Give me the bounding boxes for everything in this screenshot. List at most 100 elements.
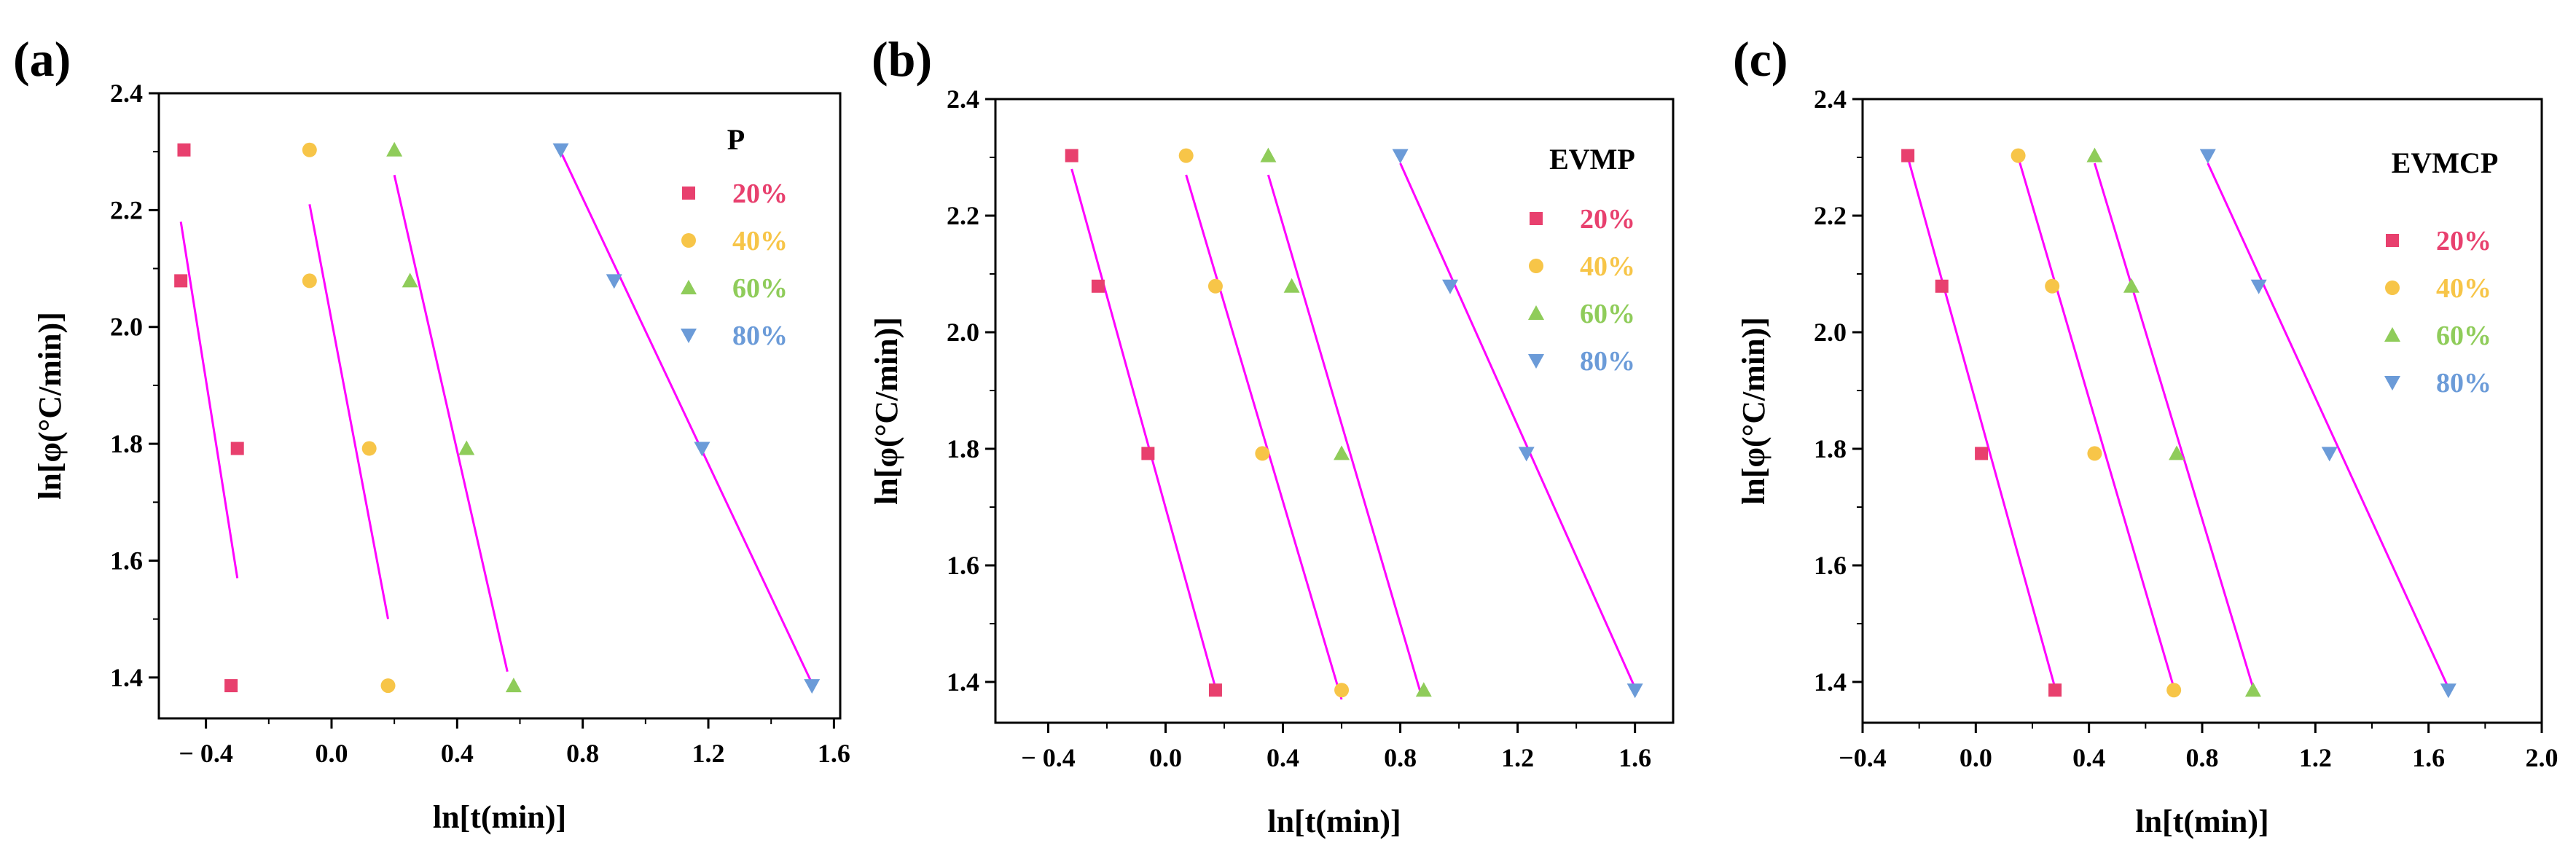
- x-axis-label-c: ln[t(min)]: [2135, 804, 2268, 839]
- y-tick-label-b-1: 1.6: [947, 551, 979, 580]
- data-point-b-3-3: [1626, 683, 1643, 699]
- data-point-b-0-2: [1141, 447, 1155, 460]
- y-tick-label-b-2: 1.8: [947, 434, 979, 463]
- x-tick-label-b-4: 1.2: [1501, 743, 1534, 772]
- x-tick-label-c-0: −0.4: [1839, 743, 1887, 772]
- y-tick-label-c-4: 2.2: [1814, 201, 1847, 230]
- data-point-c-2-1: [2123, 278, 2140, 293]
- x-tick-label-c-4: 1.2: [2299, 743, 2332, 772]
- data-point-a-3-0: [552, 143, 569, 158]
- plot-frame-a: [157, 92, 842, 720]
- data-point-a-3-3: [804, 679, 821, 694]
- legend-marker-c-3: [2384, 376, 2400, 391]
- data-point-a-0-1: [174, 274, 188, 288]
- fit-line-b-1: [1185, 174, 1343, 700]
- x-tick-label-c-2: 0.4: [2072, 743, 2105, 772]
- x-tick-label-c-6: 2.0: [2526, 743, 2559, 772]
- x-axis-label-b: ln[t(min)]: [1267, 804, 1401, 839]
- fit-line-a-0: [179, 221, 239, 578]
- data-point-c-0-1: [1935, 279, 1949, 293]
- panel-label-a: (a): [13, 31, 71, 87]
- panel-label-b: (b): [872, 31, 933, 87]
- plot-frame-b: [994, 98, 1675, 724]
- y-tick-label-c-1: 1.6: [1814, 551, 1847, 580]
- legend-marker-b-0: [1530, 212, 1543, 225]
- fit-line-b-2: [1267, 174, 1422, 694]
- y-axis-label-b: ln[φ(°C/min)]: [869, 317, 904, 505]
- legend-label-b-3: 80%: [1580, 346, 1635, 377]
- legend-label-c-1: 40%: [2436, 273, 2491, 304]
- y-tick-label-a-4: 2.2: [110, 195, 143, 224]
- fit-line-a-3: [560, 151, 813, 684]
- legend-marker-c-0: [2386, 234, 2399, 247]
- data-point-b-3-1: [1442, 279, 1459, 294]
- legend-label-c-2: 60%: [2436, 321, 2491, 351]
- data-point-b-2-3: [1415, 682, 1432, 697]
- legend-label-a-1: 40%: [732, 226, 788, 256]
- x-tick-label-c-3: 0.8: [2186, 743, 2219, 772]
- data-point-c-2-0: [2086, 147, 2103, 162]
- legend-label-b-1: 40%: [1580, 251, 1635, 282]
- data-point-c-3-1: [2250, 279, 2267, 294]
- y-tick-label-b-5: 2.4: [947, 85, 979, 114]
- legend-title-a: P: [727, 123, 745, 156]
- legend-label-c-3: 80%: [2436, 368, 2491, 399]
- y-tick-label-b-4: 2.2: [947, 201, 979, 230]
- data-point-c-1-1: [2045, 278, 2060, 294]
- x-tick-label-c-5: 1.6: [2412, 743, 2445, 772]
- legend-label-b-0: 20%: [1580, 204, 1635, 235]
- fit-line-b-0: [1070, 168, 1217, 688]
- data-point-a-3-1: [606, 274, 622, 289]
- fit-line-b-3: [1399, 162, 1637, 688]
- y-tick-label-c-2: 1.8: [1814, 434, 1847, 463]
- x-tick-label-b-5: 1.6: [1618, 743, 1651, 772]
- legend-title-b: EVMP: [1549, 143, 1635, 176]
- data-point-a-0-2: [230, 442, 244, 455]
- x-tick-label-b-1: 0.0: [1149, 743, 1182, 772]
- legend-label-a-0: 20%: [732, 178, 788, 209]
- data-point-a-2-2: [458, 440, 475, 455]
- legend-marker-b-1: [1529, 259, 1543, 273]
- data-point-b-2-0: [1260, 147, 1277, 162]
- y-tick-label-a-5: 2.4: [110, 79, 143, 108]
- legend-marker-a-3: [681, 329, 697, 343]
- data-point-c-0-3: [2048, 683, 2062, 697]
- y-tick-label-b-3: 2.0: [947, 318, 979, 347]
- legend-marker-b-2: [1528, 305, 1544, 320]
- y-axis-label-a: ln[φ(°C/min)]: [32, 312, 68, 500]
- data-point-c-2-2: [2169, 445, 2185, 460]
- x-tick-label-b-3: 0.8: [1384, 743, 1417, 772]
- y-tick-label-c-0: 1.4: [1814, 667, 1847, 697]
- x-tick-label-a-2: 0.4: [441, 739, 474, 768]
- x-tick-label-b-0: − 0.4: [1021, 743, 1076, 772]
- data-point-a-1-1: [302, 273, 317, 289]
- legend-label-a-3: 80%: [732, 321, 788, 351]
- legend-marker-c-1: [2385, 280, 2400, 295]
- panel-b: − 0.4 0.0 0.4 0.8 1.2 1.6 1.4 1.6 1.8 2.0 2.2 2.4 ln…: [869, 85, 1675, 839]
- fit-line-c-1: [2017, 157, 2175, 688]
- data-point-c-2-3: [2244, 682, 2261, 697]
- data-point-b-0-1: [1091, 279, 1105, 293]
- x-axis-label-a: ln[t(min)]: [433, 799, 566, 835]
- data-point-a-3-2: [694, 442, 710, 457]
- y-axis-label-c: ln[φ(°C/min)]: [1736, 317, 1772, 505]
- data-point-c-1-2: [2087, 446, 2102, 461]
- data-point-c-3-0: [2199, 149, 2216, 164]
- data-point-a-1-0: [302, 142, 317, 157]
- data-point-c-0-0: [1901, 149, 1915, 162]
- data-point-b-2-2: [1334, 445, 1350, 460]
- data-point-a-0-0: [177, 143, 191, 157]
- fit-line-c-0: [1906, 157, 2056, 688]
- legend-marker-b-3: [1528, 354, 1544, 369]
- data-point-c-3-3: [2440, 683, 2456, 699]
- data-point-b-3-0: [1392, 149, 1409, 164]
- x-tick-label-a-1: 0.0: [315, 739, 348, 768]
- legend-marker-a-2: [681, 280, 697, 294]
- legend-label-c-0: 20%: [2436, 226, 2491, 256]
- x-tick-label-a-3: 0.8: [566, 739, 599, 768]
- fit-line-c-2: [2093, 162, 2255, 688]
- y-tick-label-c-5: 2.4: [1814, 85, 1847, 114]
- panel-a: − 0.4 0.0 0.4 0.8 1.2 1.6 1.4 1.6 1.8 2.0 2.2 2.4 ln…: [32, 79, 850, 835]
- data-point-a-1-2: [361, 441, 377, 456]
- y-tick-label-b-0: 1.4: [947, 667, 979, 697]
